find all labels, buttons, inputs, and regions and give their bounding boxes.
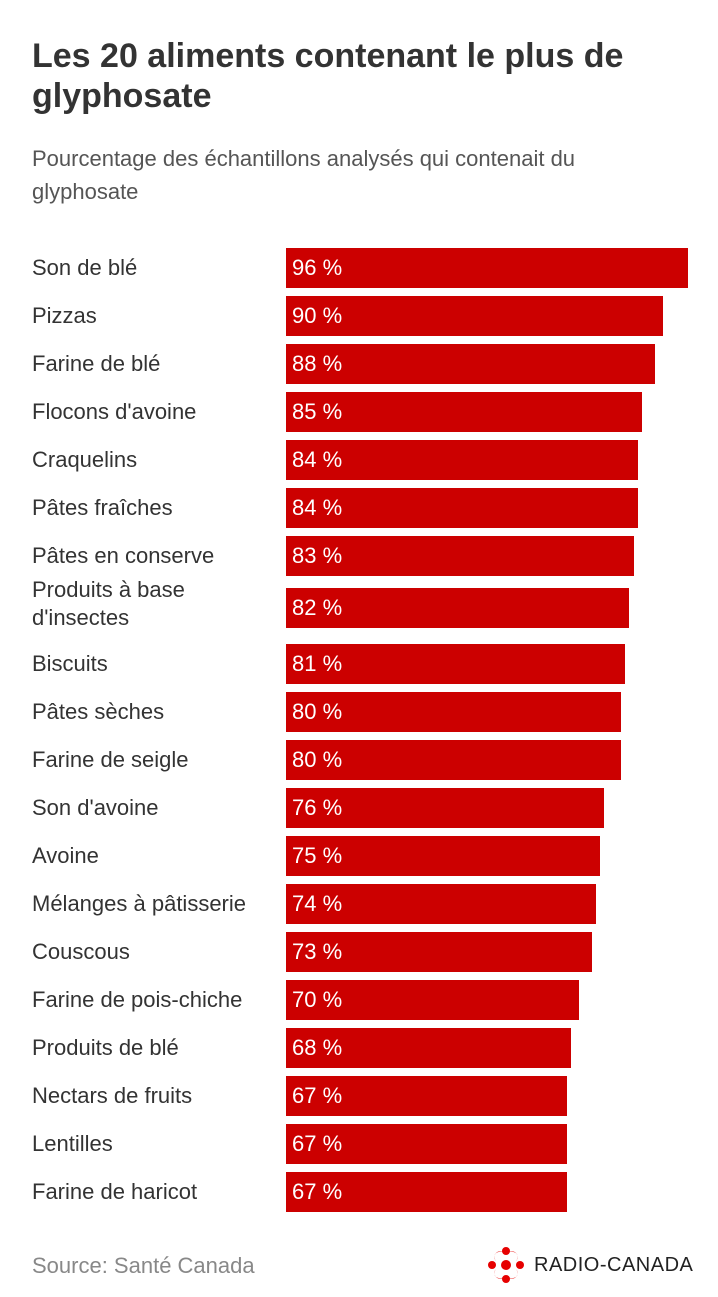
category-label: Flocons d'avoine	[32, 399, 197, 424]
value-label: 68 %	[292, 1035, 343, 1060]
category-label: Nectars de fruits	[32, 1083, 193, 1108]
bar	[286, 248, 688, 288]
value-label: 85 %	[292, 399, 343, 424]
value-label: 80 %	[292, 699, 343, 724]
value-label: 82 %	[292, 595, 343, 620]
category-label: Biscuits	[32, 651, 108, 676]
bar	[286, 692, 621, 732]
category-label: Produits à base d'insectes	[32, 577, 185, 630]
value-label: 73 %	[292, 939, 343, 964]
bar	[286, 440, 638, 480]
value-label: 67 %	[292, 1131, 343, 1156]
category-label: Son de blé	[32, 255, 138, 280]
category-label: Mélanges à pâtisserie	[32, 891, 247, 916]
bar	[286, 1124, 567, 1164]
category-label: Pâtes en conserve	[32, 543, 215, 568]
category-label: Farine de haricot	[32, 1179, 198, 1204]
value-label: 74 %	[292, 891, 343, 916]
value-label: 96 %	[292, 255, 343, 280]
category-label: Couscous	[32, 939, 130, 964]
category-label: Avoine	[32, 843, 99, 868]
category-label: Produits de blé	[32, 1035, 179, 1060]
value-label: 88 %	[292, 351, 343, 376]
category-label: Farine de seigle	[32, 747, 189, 772]
value-label: 76 %	[292, 795, 343, 820]
value-label: 84 %	[292, 495, 343, 520]
bar	[286, 488, 638, 528]
bar	[286, 836, 600, 876]
value-label: 67 %	[292, 1083, 343, 1108]
category-label: Pâtes sèches	[32, 699, 165, 724]
category-label: Pâtes fraîches	[32, 495, 173, 520]
bar	[286, 1028, 571, 1068]
bar	[286, 392, 642, 432]
value-label: 70 %	[292, 987, 343, 1012]
bar	[286, 296, 663, 336]
category-label: Farine de blé	[32, 351, 161, 376]
source-note: Source: Santé Canada	[32, 1253, 255, 1278]
chart-subtitle: Pourcentage des échantillons analysés qu…	[32, 146, 576, 204]
bar	[286, 1076, 567, 1116]
bar	[286, 788, 604, 828]
category-label: Lentilles	[32, 1131, 113, 1156]
value-label: 67 %	[292, 1179, 343, 1204]
bar	[286, 980, 579, 1020]
bar	[286, 536, 634, 576]
bar	[286, 588, 629, 628]
radio-canada-gem-icon	[488, 1247, 524, 1283]
bar	[286, 344, 655, 384]
category-label: Pizzas	[32, 303, 97, 328]
value-label: 90 %	[292, 303, 343, 328]
bar	[286, 1172, 567, 1212]
chart-title: Les 20 aliments contenant le plus de gly…	[32, 37, 624, 115]
bar	[286, 932, 592, 972]
bar	[286, 644, 625, 684]
brand-name: RADIO-CANADA	[534, 1253, 694, 1276]
category-label: Son d'avoine	[32, 795, 159, 820]
bar	[286, 884, 596, 924]
bar	[286, 740, 621, 780]
category-label: Craquelins	[32, 447, 138, 472]
value-label: 81 %	[292, 651, 343, 676]
category-label: Farine de pois-chiche	[32, 987, 243, 1012]
value-label: 83 %	[292, 543, 343, 568]
value-label: 84 %	[292, 447, 343, 472]
brand-logo: RADIO-CANADA	[486, 1245, 693, 1285]
value-label: 80 %	[292, 747, 343, 772]
value-label: 75 %	[292, 843, 343, 868]
